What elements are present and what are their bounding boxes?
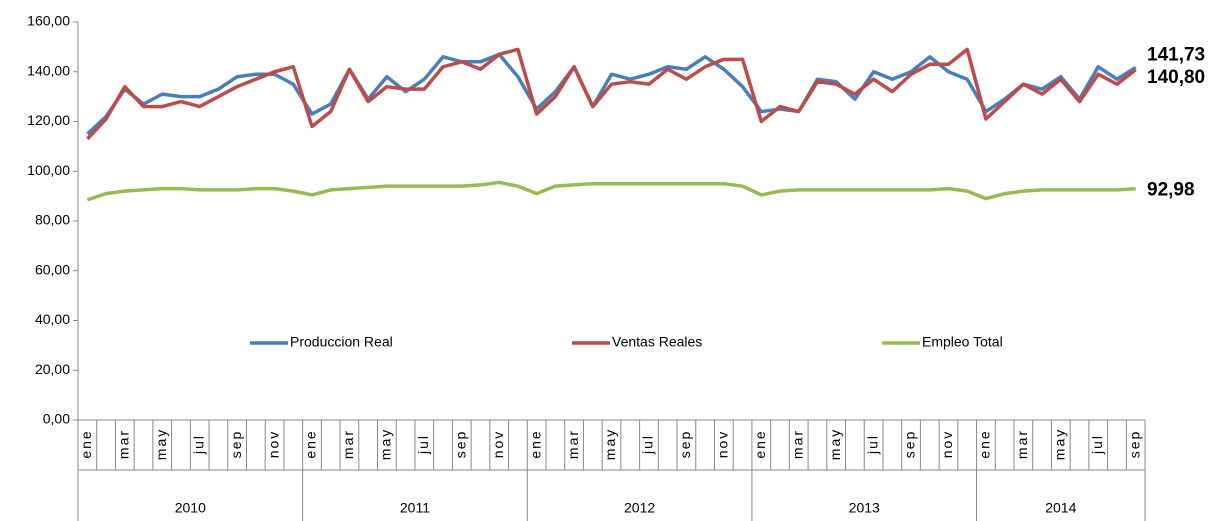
- x-tick-label: sep: [452, 430, 468, 459]
- x-tick-label: mar: [789, 429, 805, 459]
- series-line: [86, 52, 1137, 136]
- x-tick-label: may: [827, 428, 843, 460]
- year-label: 2011: [400, 500, 430, 516]
- end-value-annotation: 141,73: [1147, 44, 1205, 65]
- x-tick-label: jul: [1089, 434, 1105, 455]
- x-tick-label: may: [378, 428, 394, 460]
- y-tick-label: 60,00: [35, 261, 70, 277]
- legend-item: Produccion Real: [250, 334, 393, 350]
- x-tick-label: sep: [228, 430, 244, 459]
- x-tick-label: nov: [265, 430, 281, 459]
- year-label: 2013: [849, 500, 880, 516]
- year-label: 2014: [1045, 500, 1076, 516]
- x-tick-label: may: [153, 428, 169, 460]
- x-tick-label: ene: [303, 429, 319, 458]
- end-value-annotation: 140,80: [1147, 67, 1205, 88]
- year-label: 2010: [175, 500, 206, 516]
- y-tick-label: 40,00: [35, 311, 70, 327]
- y-tick-label: 80,00: [35, 212, 70, 228]
- x-tick-label: sep: [1126, 430, 1142, 459]
- x-tick-label: ene: [527, 429, 543, 458]
- x-tick-label: jul: [864, 434, 880, 455]
- x-tick-label: mar: [1014, 429, 1030, 459]
- x-tick-label: mar: [116, 429, 132, 459]
- x-tick-label: ene: [78, 429, 94, 458]
- x-tick-label: jul: [190, 434, 206, 455]
- y-tick-label: 100,00: [27, 162, 70, 178]
- legend-label: Produccion Real: [290, 334, 393, 350]
- x-tick-label: jul: [415, 434, 431, 455]
- year-label: 2012: [624, 500, 655, 516]
- y-tick-label: 0,00: [43, 411, 70, 427]
- y-tick-label: 20,00: [35, 361, 70, 377]
- y-tick-label: 160,00: [27, 13, 70, 29]
- x-tick-label: nov: [939, 430, 955, 459]
- x-tick-label: jul: [640, 434, 656, 455]
- x-tick-label: may: [602, 428, 618, 460]
- y-tick-label: 120,00: [27, 112, 70, 128]
- legend-label: Ventas Reales: [612, 334, 702, 350]
- x-tick-label: mar: [340, 429, 356, 459]
- x-tick-label: sep: [902, 430, 918, 459]
- legend-item: Ventas Reales: [572, 334, 702, 350]
- x-tick-label: nov: [715, 430, 731, 459]
- end-value-annotation: 92,98: [1147, 180, 1195, 201]
- x-tick-label: mar: [565, 429, 581, 459]
- x-tick-label: may: [1052, 428, 1068, 460]
- legend-label: Empleo Total: [922, 334, 1003, 350]
- x-tick-label: sep: [677, 430, 693, 459]
- series-line: [86, 180, 1136, 202]
- x-tick-label: nov: [490, 430, 506, 459]
- y-tick-label: 140,00: [27, 62, 70, 78]
- series-line: [86, 47, 1137, 141]
- x-tick-label: ene: [977, 429, 993, 458]
- legend-item: Empleo Total: [882, 334, 1003, 350]
- x-tick-label: ene: [752, 429, 768, 458]
